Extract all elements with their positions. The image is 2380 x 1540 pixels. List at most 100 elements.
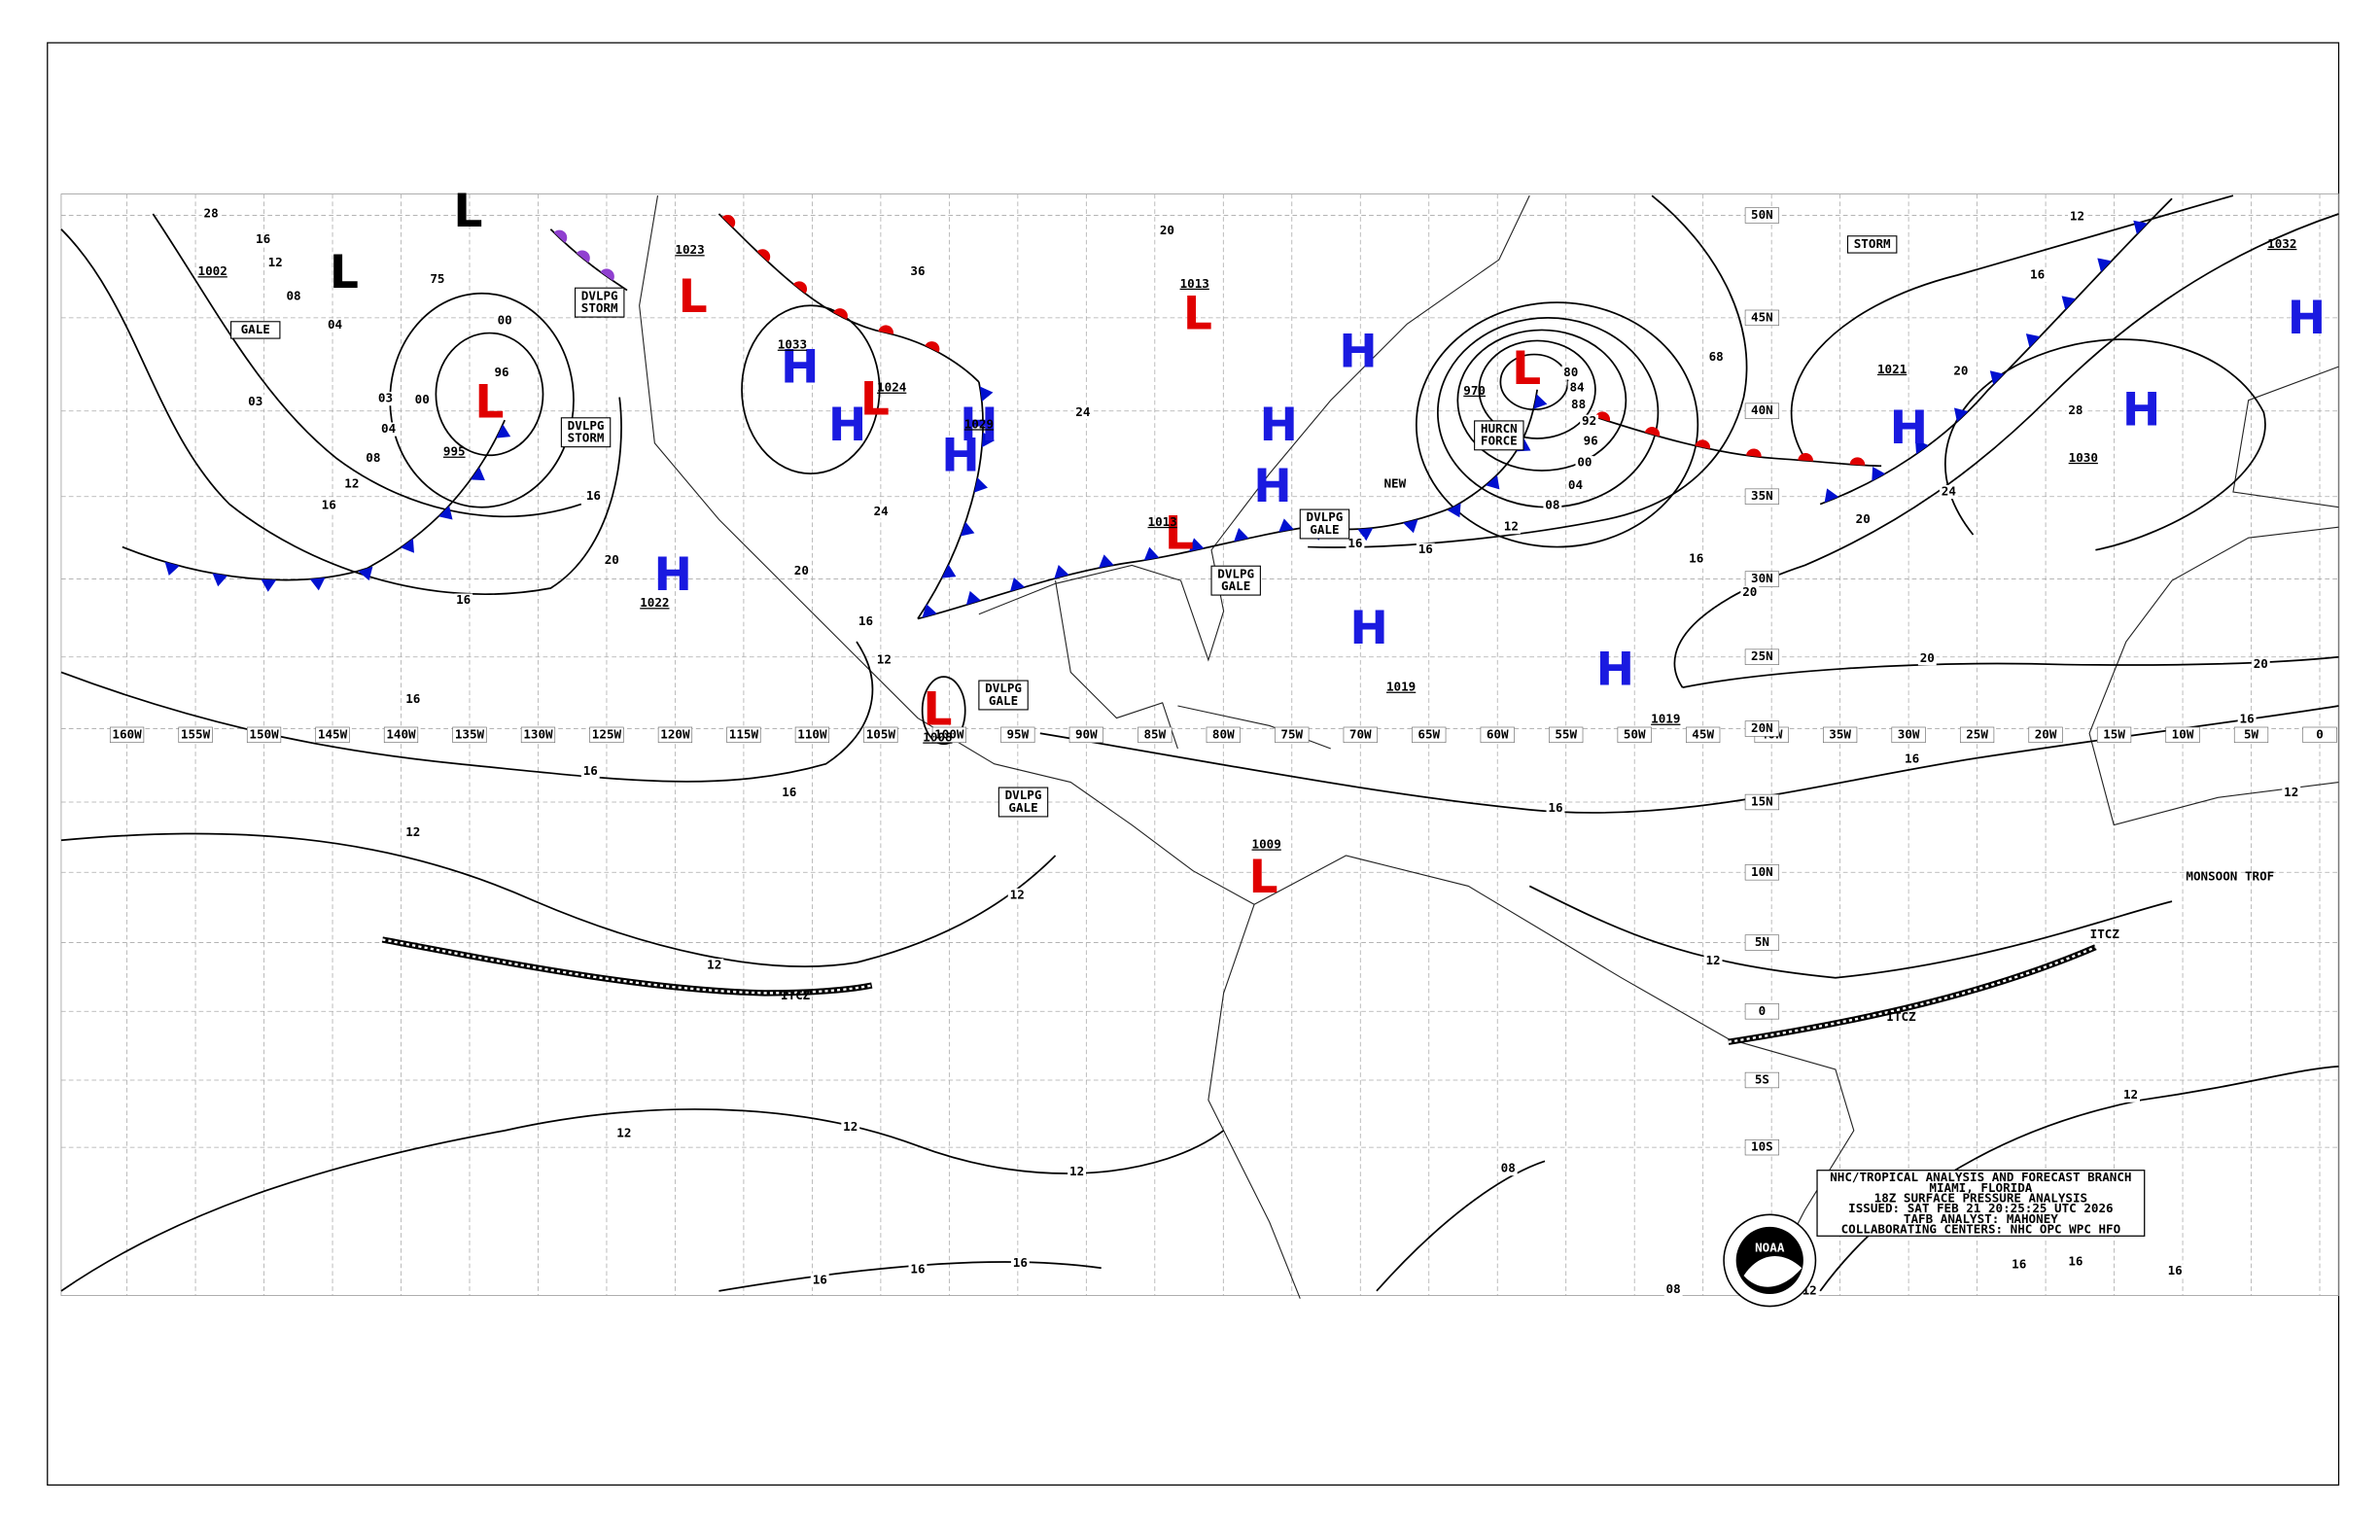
lon-label: 155W — [181, 726, 211, 741]
pressure-center: L — [679, 270, 708, 324]
central-pressure: 1029 — [964, 416, 994, 431]
coastline — [639, 195, 1255, 905]
warm-front-barb — [1695, 439, 1710, 449]
isobar-label: 16 — [322, 498, 336, 512]
isobar-label: 08 — [286, 288, 300, 302]
isobar-label: 08 — [1666, 1281, 1681, 1296]
lon-label-bg — [1343, 726, 1378, 744]
lon-label: 160W — [112, 726, 142, 741]
isobar-label-bg — [2237, 713, 2257, 727]
warm-front-barb — [553, 229, 568, 243]
lon-label-bg — [1686, 726, 1721, 744]
cold-front-barb — [1009, 578, 1026, 592]
central-pressure: 1019 — [1386, 680, 1416, 694]
cold-front-barb — [438, 506, 453, 520]
lat-label: 30N — [1751, 571, 1773, 585]
coastline — [1177, 705, 1331, 750]
isobar-label: 16 — [858, 613, 873, 628]
isobar-label-bg — [1007, 888, 1027, 902]
isobar-label: 36 — [910, 263, 925, 278]
coastline — [1055, 580, 1178, 750]
lat-label-bg — [1744, 309, 1780, 327]
info-line: ISSUED: SAT FEB 21 20:25:25 UTC 2026 — [1848, 1201, 2113, 1215]
lon-label: 10W — [2172, 726, 2194, 741]
pressure-center: L — [860, 372, 890, 426]
warning-text: STORM — [568, 431, 605, 445]
isobar-label: 16 — [2012, 1257, 2026, 1272]
isobar-label-bg — [1561, 366, 1581, 380]
isobar-label-bg — [495, 313, 514, 329]
isobar-label-bg — [1567, 381, 1587, 396]
cold-front-barb — [973, 477, 988, 493]
lat-label: 45N — [1751, 309, 1773, 324]
lon-label-bg — [1068, 726, 1103, 744]
pressure-center: H — [1339, 326, 1377, 379]
isobar-label-bg — [780, 786, 799, 800]
coastline — [2232, 366, 2339, 508]
lat-label-bg — [1744, 402, 1780, 419]
isobar-label: 00 — [415, 392, 430, 406]
warning-box — [1210, 565, 1261, 596]
isobar-label-bg — [364, 451, 383, 466]
cold-front-barb — [1872, 467, 1886, 481]
pressure-center: L — [1165, 508, 1194, 561]
cold-front-barb — [309, 578, 326, 591]
isobar-label: 08 — [366, 450, 380, 465]
cold-front-barb — [1403, 519, 1418, 534]
isobar-label: 16 — [2240, 712, 2255, 726]
pressure-center: L — [1183, 287, 1212, 340]
lon-label-bg — [383, 726, 419, 744]
warm-front-barb — [721, 215, 736, 228]
isobar-label-bg — [342, 477, 362, 492]
isobar-label: 12 — [2284, 785, 2298, 799]
lon-label-bg — [2165, 726, 2200, 744]
lon-label: 105W — [866, 726, 896, 741]
cold-front-barb — [2097, 258, 2112, 272]
isobar-label: 20 — [1742, 584, 1757, 599]
lon-label-bg — [2233, 726, 2269, 744]
cold-front-barb — [261, 578, 277, 592]
cold-front-barb — [1447, 503, 1461, 518]
lon-label: 100W — [934, 726, 964, 741]
lon-label: 20W — [2035, 726, 2057, 741]
isobar-label: 20 — [1920, 650, 1935, 665]
isobar-label: 12 — [707, 958, 721, 972]
central-pressure: 970 — [1463, 383, 1486, 398]
warning-box — [230, 321, 281, 339]
lon-label-bg — [520, 726, 556, 744]
lon-label: 45W — [1692, 726, 1714, 741]
warning-box — [998, 787, 1049, 818]
lon-label: 30W — [1898, 726, 1920, 741]
coastline — [2088, 526, 2339, 826]
isobar-label-bg — [2121, 1088, 2140, 1102]
info-line: COLLABORATING CENTERS: NHC OPC WPC HFO — [1841, 1222, 2121, 1237]
isobar-label-bg — [319, 499, 338, 513]
central-pressure: 1013 — [1180, 276, 1209, 291]
central-pressure: 1002 — [198, 263, 228, 278]
warm-front-barb — [1849, 457, 1866, 466]
isobar-label-bg — [412, 393, 432, 407]
isobar-label-bg — [1939, 484, 1958, 500]
warning-text: STORM — [1854, 236, 1891, 251]
warning-text: GALE — [241, 322, 270, 336]
cold-front-barb — [1189, 538, 1205, 552]
cold-front-barb — [922, 604, 937, 618]
isobar-label: 96 — [494, 365, 508, 379]
lon-label: 65W — [1418, 726, 1440, 741]
lon-label: 140W — [386, 726, 416, 741]
isobar-label: 16 — [910, 1261, 925, 1276]
lon-label-bg — [1206, 726, 1241, 744]
isobar-label: 16 — [1348, 536, 1362, 550]
cold-front-barb — [979, 386, 994, 402]
isobar-label-bg — [284, 289, 303, 303]
isobar-label: 80 — [1563, 365, 1578, 379]
isobar-label-bg — [2066, 1254, 2085, 1270]
isobar-label: 16 — [2068, 1254, 2082, 1269]
central-pressure: 1024 — [877, 380, 906, 395]
pressure-center: H — [828, 399, 866, 452]
isobar-label-bg — [1581, 435, 1600, 449]
fronts — [122, 197, 2173, 620]
warning-text: HURCN — [1481, 421, 1518, 436]
lon-label-bg — [178, 726, 213, 744]
lat-label-bg — [1744, 1071, 1780, 1089]
